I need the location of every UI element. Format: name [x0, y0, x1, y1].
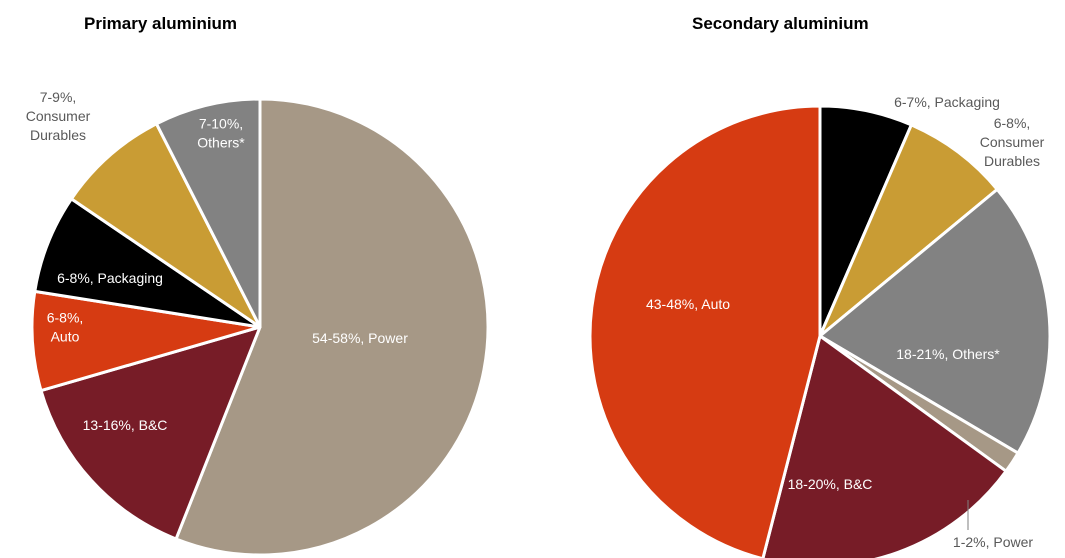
pie-slice-secondary-18-21-others [818, 187, 1052, 455]
data-label-secondary-18-20-b-c: 18-20%, B&C [788, 476, 873, 492]
data-label-primary-7-9-consumer-durables: 7-9%, Consumer Durables [26, 89, 91, 143]
data-label-primary-6-8-packaging: 6-8%, Packaging [57, 270, 163, 286]
pie-slice-secondary-6-8-consumer-durables [818, 123, 999, 338]
data-label-secondary-18-21-others: 18-21%, Others* [896, 346, 1000, 362]
pie-slice-primary-54-58-power [174, 97, 490, 557]
data-label-secondary-6-8-consumer-durables: 6-8%, Consumer Durables [980, 115, 1045, 169]
data-label-secondary-6-7-packaging: 6-7%, Packaging [894, 94, 1000, 110]
data-label-secondary-43-48-auto: 43-48%, Auto [646, 296, 730, 312]
pie-slice-secondary-18-20-b-c [761, 334, 1008, 558]
pie-slice-secondary-43-48-auto [588, 104, 822, 558]
data-label-primary-7-10-others: 7-10%, Others* [197, 116, 245, 151]
data-label-primary-54-58-power: 54-58%, Power [312, 330, 408, 346]
chart-title-secondary: Secondary aluminium [692, 14, 869, 33]
data-label-primary-13-16-b-c: 13-16%, B&C [83, 417, 168, 433]
pie-slice-primary-13-16-b-c [39, 325, 262, 541]
chart-title-primary: Primary aluminium [84, 14, 238, 33]
data-label-secondary-1-2-power: 1-2%, Power [953, 534, 1033, 550]
data-label-primary-6-8-auto: 6-8%, Auto [47, 310, 84, 345]
pie-slice-primary-7-9-consumer-durables [69, 122, 262, 329]
pie-slice-primary-7-10-others [154, 97, 262, 329]
